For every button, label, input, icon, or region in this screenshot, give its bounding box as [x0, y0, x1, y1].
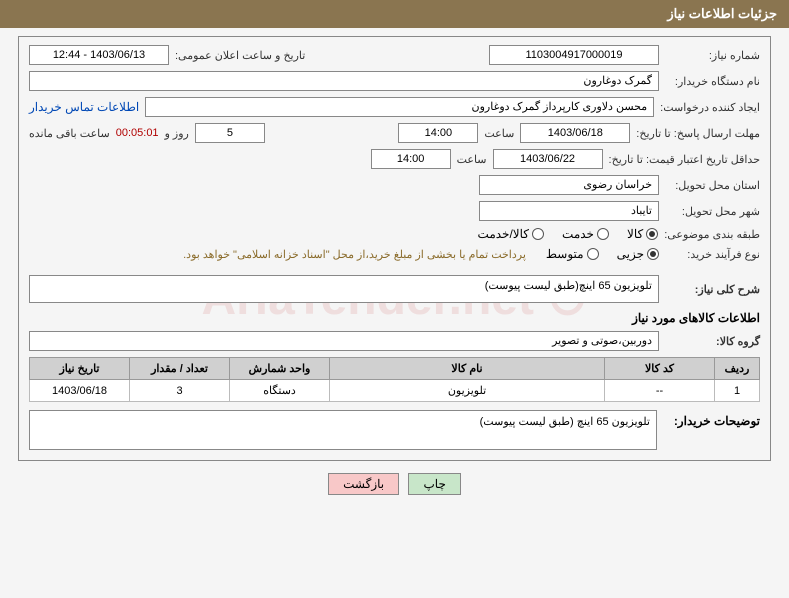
goods-info-title: اطلاعات کالاهای مورد نیاز	[29, 311, 760, 325]
table-row: 1 -- تلویزیون دستگاه 3 1403/06/18	[30, 380, 760, 402]
radio-both[interactable]: کالا/خدمت	[478, 227, 544, 241]
deadline-time-field: 14:00	[398, 123, 478, 143]
proc-note: پرداخت تمام یا بخشی از مبلغ خرید،از محل …	[183, 248, 526, 261]
goods-group-field: دوربین،صوتی و تصویر	[29, 331, 659, 351]
row-validity: حداقل تاریخ اعتبار قیمت: تا تاریخ: 1403/…	[29, 149, 760, 169]
radio-medium[interactable]: متوسط	[546, 247, 599, 261]
cell-code: --	[605, 380, 715, 402]
deadline-label: مهلت ارسال پاسخ: تا تاریخ:	[636, 127, 760, 140]
cell-name: تلویزیون	[330, 380, 605, 402]
general-desc-label: شرح کلی نیاز:	[665, 283, 760, 296]
announce-field: 1403/06/13 - 12:44	[29, 45, 169, 65]
radio-dot-icon	[532, 228, 544, 240]
province-field: خراسان رضوی	[479, 175, 659, 195]
countdown-timer: 00:05:01	[116, 127, 159, 139]
buyer-contact-link[interactable]: اطلاعات تماس خریدار	[29, 100, 139, 114]
th-code: کد کالا	[605, 358, 715, 380]
cell-unit: دستگاه	[230, 380, 330, 402]
validity-time-field: 14:00	[371, 149, 451, 169]
announce-label: تاریخ و ساعت اعلان عمومی:	[175, 49, 305, 62]
row-buyer-notes: توضیحات خریدار: تلویزیون 65 اینچ (طبق لی…	[29, 410, 760, 450]
remaining-label: ساعت باقی مانده	[29, 127, 110, 140]
general-desc-field: تلویزیون 65 اینچ(طبق لیست پیوست)	[29, 275, 659, 303]
th-row: ردیف	[715, 358, 760, 380]
validity-label: حداقل تاریخ اعتبار قیمت: تا تاریخ:	[609, 153, 760, 166]
radio-dot-icon	[647, 248, 659, 260]
proc-type-radio-group: جزیی متوسط	[532, 247, 659, 261]
city-field: تایباد	[479, 201, 659, 221]
goods-table: ردیف کد کالا نام کالا واحد شمارش تعداد /…	[29, 357, 760, 402]
radio-small-label: جزیی	[617, 247, 644, 261]
requester-label: ایجاد کننده درخواست:	[660, 101, 760, 114]
radio-service-label: خدمت	[562, 227, 594, 241]
radio-dot-icon	[597, 228, 609, 240]
th-name: نام کالا	[330, 358, 605, 380]
province-label: استان محل تحویل:	[665, 179, 760, 192]
radio-goods-label: کالا	[627, 227, 643, 241]
days-field: 5	[195, 123, 265, 143]
row-requester: ایجاد کننده درخواست: محسن دلاوری کارپردا…	[29, 97, 760, 117]
row-province: استان محل تحویل: خراسان رضوی	[29, 175, 760, 195]
category-radio-group: کالا خدمت کالا/خدمت	[464, 227, 659, 241]
deadline-date-field: 1403/06/18	[520, 123, 630, 143]
time-label-1: ساعت	[484, 127, 514, 140]
back-button[interactable]: بازگشت	[328, 473, 399, 495]
print-button[interactable]: چاپ	[408, 473, 460, 495]
row-general-desc: شرح کلی نیاز: تلویزیون 65 اینچ(طبق لیست …	[29, 275, 760, 303]
page-header: جزئیات اطلاعات نیاز	[0, 0, 789, 28]
row-deadline: مهلت ارسال پاسخ: تا تاریخ: 1403/06/18 سا…	[29, 123, 760, 143]
need-number-field: 1103004917000019	[489, 45, 659, 65]
radio-dot-icon	[646, 228, 658, 240]
radio-dot-icon	[587, 248, 599, 260]
radio-both-label: کالا/خدمت	[478, 227, 529, 241]
row-goods-group: گروه کالا: دوربین،صوتی و تصویر	[29, 331, 760, 351]
row-buyer-org: نام دستگاه خریدار: گمرک دوغارون	[29, 71, 760, 91]
main-form-panel: شماره نیاز: 1103004917000019 تاریخ و ساع…	[18, 36, 771, 461]
row-city: شهر محل تحویل: تایباد	[29, 201, 760, 221]
radio-small[interactable]: جزیی	[617, 247, 659, 261]
cell-qty: 3	[130, 380, 230, 402]
radio-service[interactable]: خدمت	[562, 227, 609, 241]
th-unit: واحد شمارش	[230, 358, 330, 380]
buyer-org-field: گمرک دوغارون	[29, 71, 659, 91]
buyer-notes-box: تلویزیون 65 اینچ (طبق لیست پیوست)	[29, 410, 657, 450]
page-title: جزئیات اطلاعات نیاز	[667, 6, 777, 21]
table-header-row: ردیف کد کالا نام کالا واحد شمارش تعداد /…	[30, 358, 760, 380]
days-and-label: روز و	[165, 127, 189, 140]
time-label-2: ساعت	[457, 153, 487, 166]
cell-row: 1	[715, 380, 760, 402]
row-category: طبقه بندی موضوعی: کالا خدمت کالا/خدمت	[29, 227, 760, 241]
th-qty: تعداد / مقدار	[130, 358, 230, 380]
th-date: تاریخ نیاز	[30, 358, 130, 380]
goods-group-label: گروه کالا:	[665, 335, 760, 348]
radio-medium-label: متوسط	[546, 247, 584, 261]
city-label: شهر محل تحویل:	[665, 205, 760, 218]
row-need-number: شماره نیاز: 1103004917000019 تاریخ و ساع…	[29, 45, 760, 65]
validity-date-field: 1403/06/22	[493, 149, 603, 169]
need-number-label: شماره نیاز:	[665, 49, 760, 62]
cell-date: 1403/06/18	[30, 380, 130, 402]
proc-type-label: نوع فرآیند خرید:	[665, 248, 760, 261]
requester-field: محسن دلاوری کارپرداز گمرک دوغارون	[145, 97, 654, 117]
radio-goods[interactable]: کالا	[627, 227, 658, 241]
buyer-notes-label: توضیحات خریدار:	[665, 410, 760, 428]
buyer-org-label: نام دستگاه خریدار:	[665, 75, 760, 88]
row-proc-type: نوع فرآیند خرید: جزیی متوسط پرداخت تمام …	[29, 247, 760, 261]
category-label: طبقه بندی موضوعی:	[664, 228, 760, 241]
button-bar: چاپ بازگشت	[0, 467, 789, 501]
